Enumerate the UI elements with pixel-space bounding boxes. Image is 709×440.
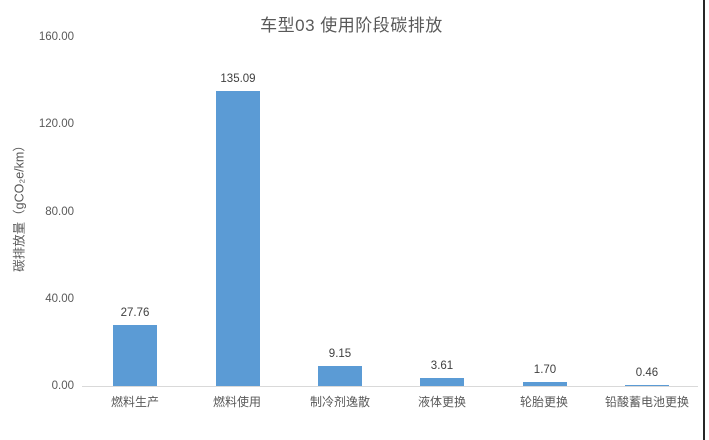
chart-right-border-line [703, 0, 705, 440]
category-label: 燃料生产 [110, 395, 159, 409]
category-label: 液体更换 [417, 395, 466, 409]
bar-value-label: 135.09 [220, 73, 256, 85]
bar-value-label: 1.70 [533, 364, 557, 376]
y-tick-label: 0.00 [51, 380, 74, 392]
bar-value-label: 0.46 [635, 367, 659, 379]
bar-5 [625, 385, 669, 386]
bar-value-label: 3.61 [430, 360, 454, 372]
y-tick-label: 80.00 [45, 205, 74, 218]
x-axis-line [82, 386, 698, 387]
bar-2 [318, 366, 362, 386]
category-label: 制冷剂逸散 [309, 395, 370, 409]
y-tick-label: 160.00 [38, 31, 74, 43]
bar-0 [113, 325, 157, 386]
bar-3 [420, 378, 464, 386]
bar-4 [523, 382, 567, 386]
y-tick-label: 40.00 [45, 292, 74, 305]
chart-title: 车型03 使用阶段碳排放 [260, 16, 443, 35]
category-label: 铅酸蓄电池更换 [604, 395, 689, 409]
bar-1 [216, 91, 260, 386]
bar-value-label: 9.15 [328, 348, 352, 360]
category-label: 轮胎更换 [519, 395, 568, 409]
y-tick-label: 120.00 [38, 118, 74, 131]
bar-value-label: 27.76 [120, 307, 150, 319]
category-label: 燃料使用 [212, 395, 261, 409]
